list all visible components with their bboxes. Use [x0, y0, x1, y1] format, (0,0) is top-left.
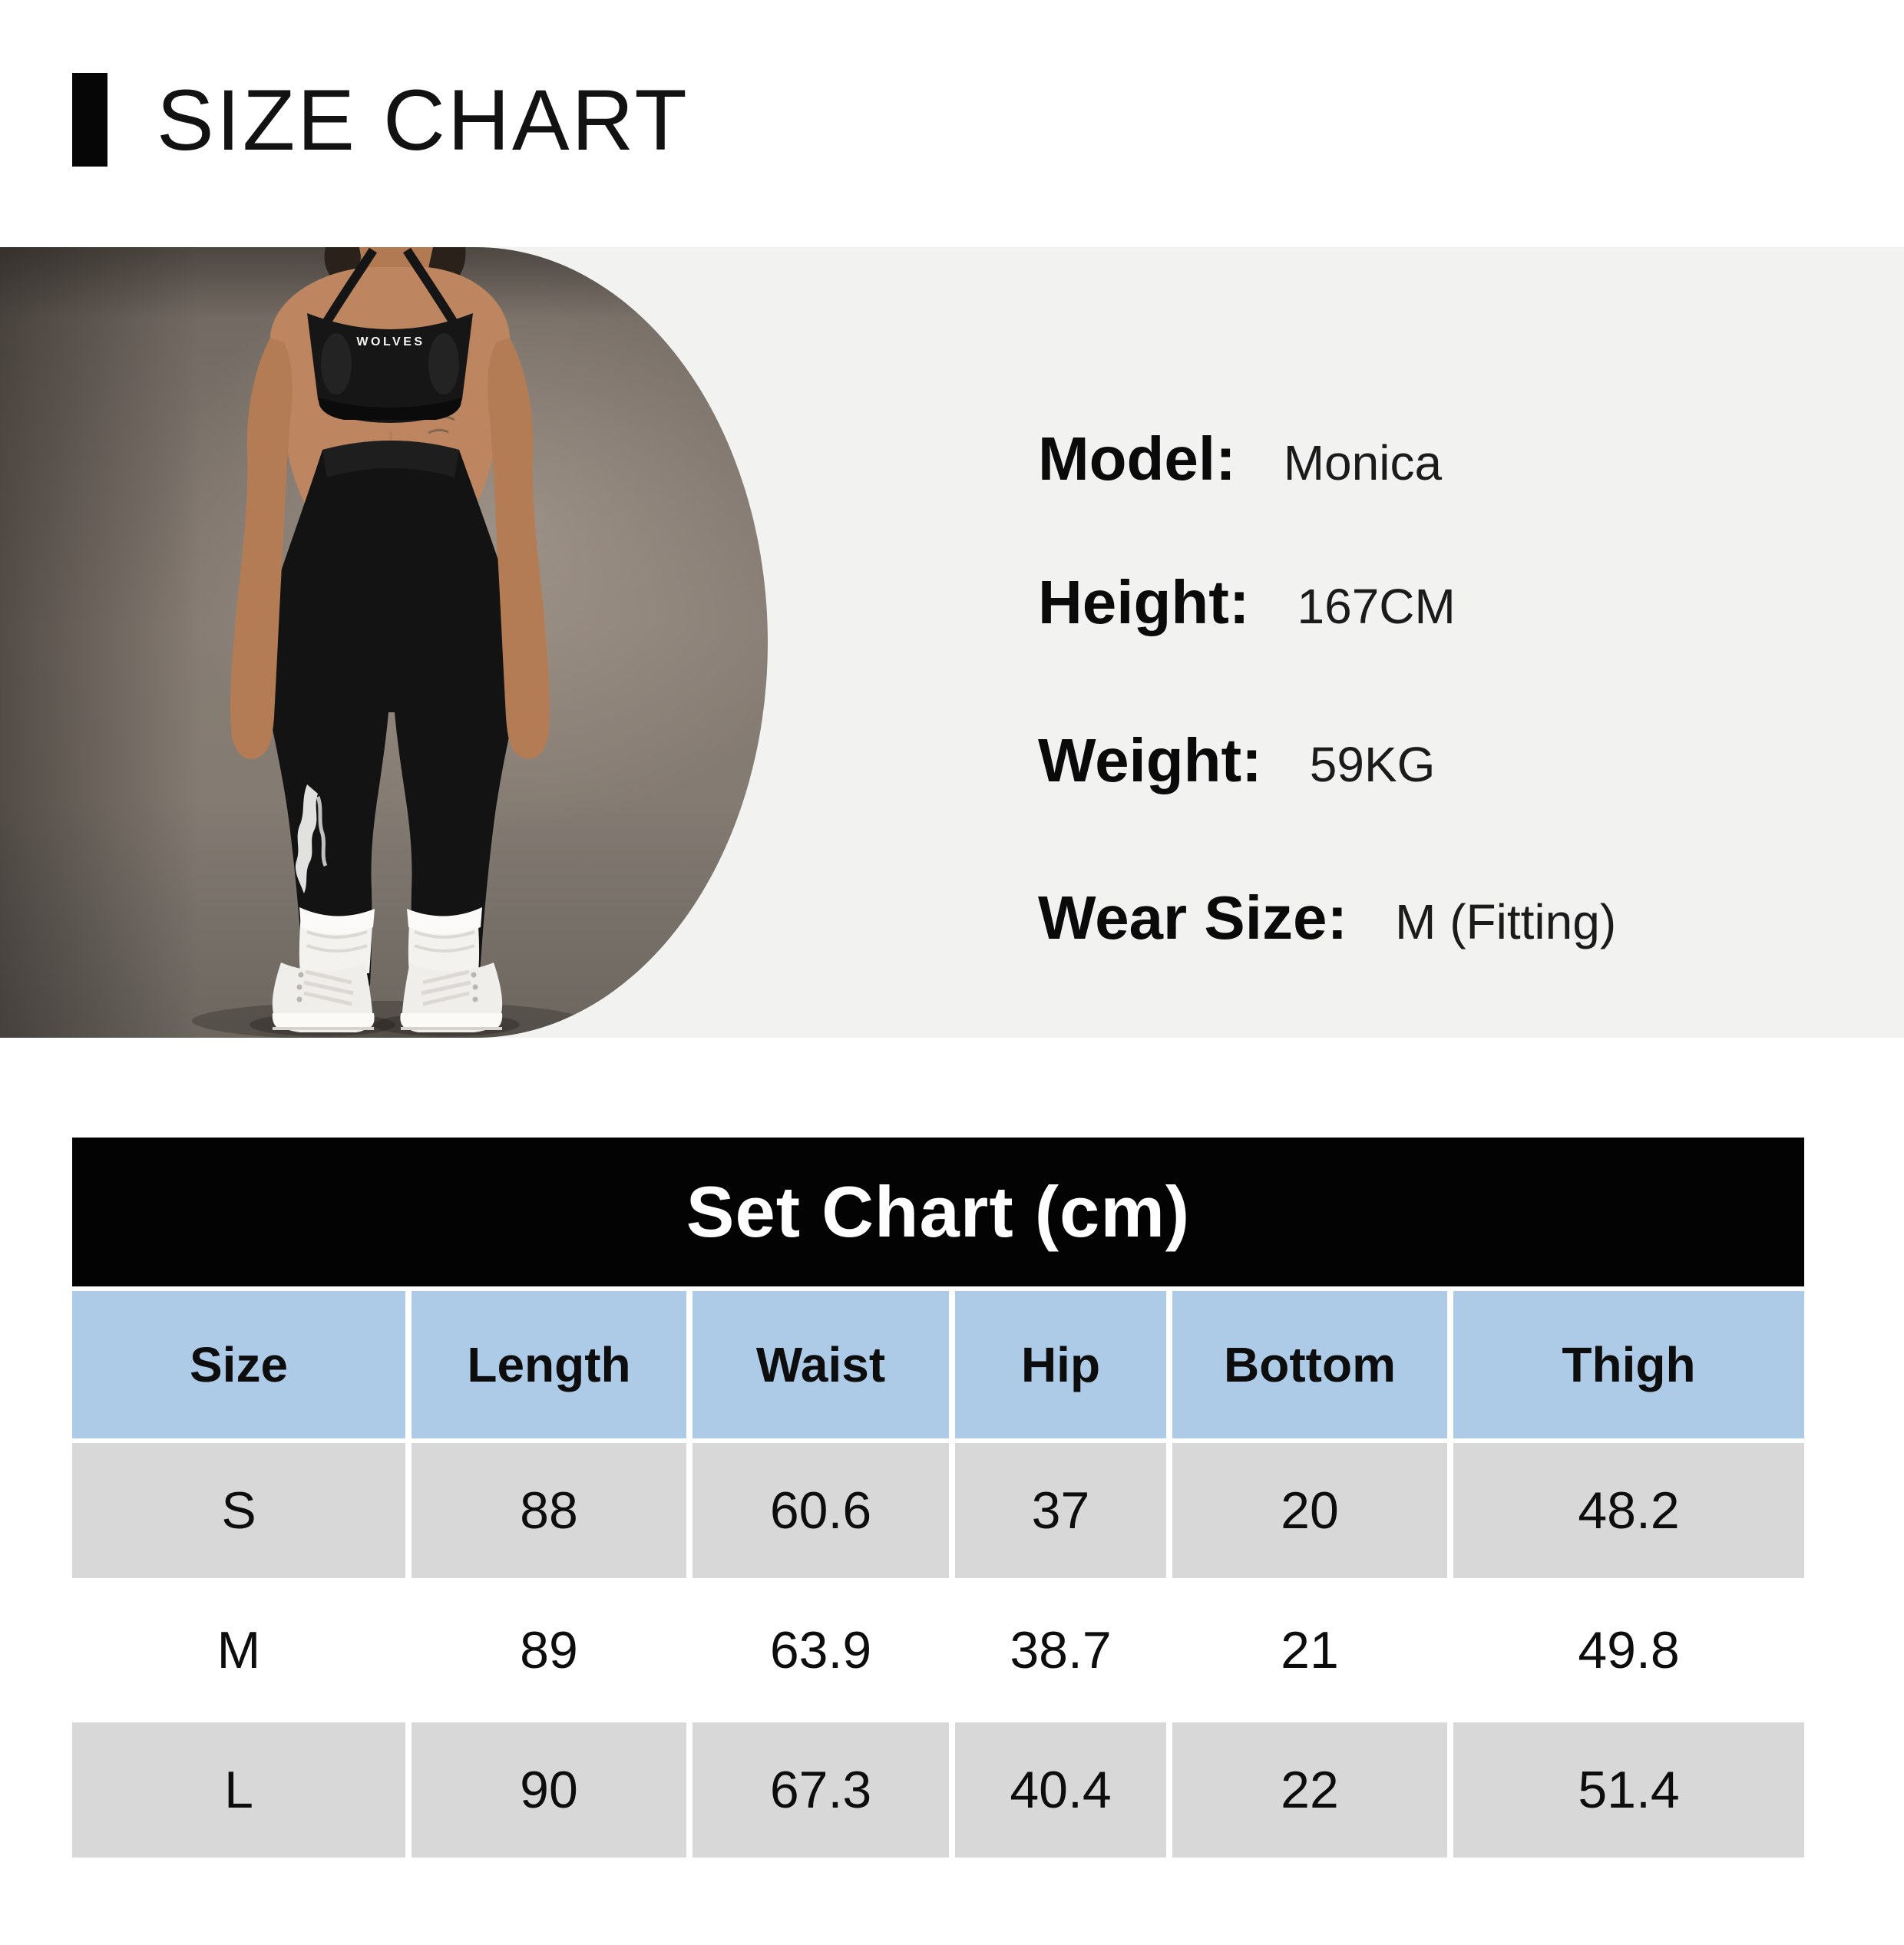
model-photo: WOLVES — [0, 247, 768, 1038]
table-cell: 38.7 — [955, 1583, 1166, 1718]
hero-section: WOLVES — [0, 247, 1904, 1038]
table-row-m-size: M — [72, 1583, 405, 1718]
column-header-bottom: Bottom — [1172, 1291, 1447, 1438]
title-accent-bar — [72, 73, 107, 167]
sports-bra: WOLVES — [307, 313, 473, 423]
table-cell: 60.6 — [693, 1443, 949, 1578]
socks — [299, 907, 482, 973]
page-title: SIZE CHART — [157, 71, 689, 168]
table-cell: 67.3 — [693, 1722, 949, 1857]
table-cell: 49.8 — [1453, 1583, 1804, 1718]
info-row-wear-size: Wear Size: M (Fitting) — [1038, 883, 1616, 953]
info-row-height: Height: 167CM — [1038, 567, 1456, 638]
column-header-hip: Hip — [955, 1291, 1166, 1438]
info-label: Weight: — [1038, 726, 1262, 794]
table-title: Set Chart (cm) — [686, 1171, 1191, 1252]
info-value: M (Fitting) — [1395, 894, 1617, 949]
info-value: Monica — [1283, 435, 1443, 490]
model-info: Model: Monica Height: 167CM Weight: 59KG… — [1038, 247, 1883, 1038]
table-cell: 63.9 — [693, 1583, 949, 1718]
info-row-model: Model: Monica — [1038, 424, 1442, 494]
title-block: SIZE CHART — [72, 71, 689, 168]
info-label: Model: — [1038, 424, 1236, 493]
table-cell: 51.4 — [1453, 1722, 1804, 1857]
table-cell: 48.2 — [1453, 1443, 1804, 1578]
info-value: 59KG — [1309, 737, 1436, 792]
column-header-length: Length — [412, 1291, 686, 1438]
table-cell: 88 — [412, 1443, 686, 1578]
table-cell: 20 — [1172, 1443, 1447, 1578]
model-figure-illustration: WOLVES — [192, 247, 583, 1038]
info-label: Wear Size: — [1038, 883, 1348, 952]
table-cell: 89 — [412, 1583, 686, 1718]
table-cell: 21 — [1172, 1583, 1447, 1718]
leggings — [263, 441, 521, 986]
size-chart-table: Set Chart (cm) Size Length Waist Hip Bot… — [72, 1138, 1804, 1857]
table-cell: 90 — [412, 1722, 686, 1857]
column-header-size: Size — [72, 1291, 405, 1438]
table-cell: 37 — [955, 1443, 1166, 1578]
table-title-banner: Set Chart (cm) — [72, 1138, 1804, 1286]
info-label: Height: — [1038, 568, 1250, 636]
info-row-weight: Weight: 59KG — [1038, 725, 1435, 796]
table-cell: 40.4 — [955, 1722, 1166, 1857]
table-row-l-size: L — [72, 1722, 405, 1857]
wolf-graphic — [295, 784, 328, 893]
brand-text: WOLVES — [356, 335, 425, 348]
column-header-thigh: Thigh — [1453, 1291, 1804, 1438]
column-header-waist: Waist — [693, 1291, 949, 1438]
info-value: 167CM — [1297, 579, 1456, 634]
table-cell: 22 — [1172, 1722, 1447, 1857]
table-row-s-size: S — [72, 1443, 405, 1578]
table-grid: Size Length Waist Hip Bottom Thigh S 88 … — [72, 1291, 1804, 1857]
sneakers — [272, 963, 503, 1032]
leggings-waistband — [322, 441, 459, 477]
